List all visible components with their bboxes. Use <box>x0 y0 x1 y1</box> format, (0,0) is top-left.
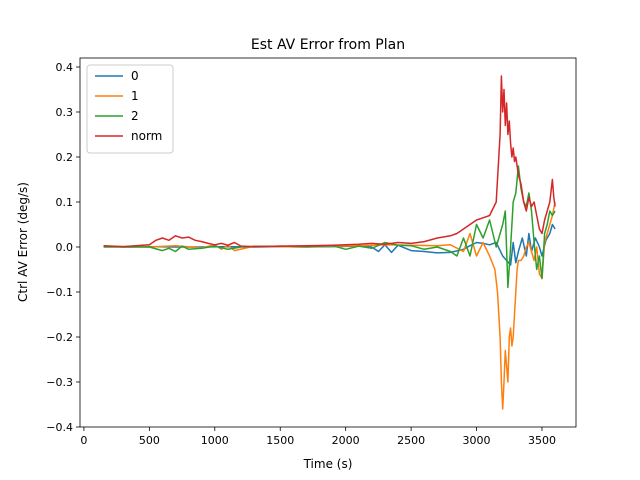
x-tick-label: 0 <box>80 434 87 447</box>
y-tick-label: 0.3 <box>56 106 74 119</box>
plot-frame <box>79 57 577 428</box>
series-line-2 <box>103 165 556 289</box>
y-axis-label: Ctrl AV Error (deg/s) <box>16 182 30 302</box>
y-tick-label: 0.1 <box>56 196 74 209</box>
y-axis: −0.4 −0.3 −0.2 −0.1 0.0 0.1 0.2 0.3 0.4 <box>46 61 80 434</box>
series-layer <box>103 75 556 410</box>
x-tick-label: 3500 <box>528 434 556 447</box>
x-tick-label: 1500 <box>266 434 294 447</box>
y-tick-label: −0.4 <box>46 421 73 434</box>
legend-label: 2 <box>131 109 139 123</box>
plot-area <box>79 57 577 428</box>
y-tick-label: 0.0 <box>56 241 74 254</box>
y-tick-label: −0.2 <box>46 331 73 344</box>
legend-box <box>86 64 174 154</box>
x-tick-label: 1000 <box>201 434 229 447</box>
y-tick-label: 0.4 <box>56 61 74 74</box>
x-tick-label: 2500 <box>397 434 425 447</box>
legend-label: norm <box>131 129 162 143</box>
x-axis: 0 500 1000 1500 2000 2500 3000 3500 <box>80 427 556 447</box>
y-tick-label: 0.2 <box>56 151 74 164</box>
y-tick-label: −0.1 <box>46 286 73 299</box>
x-tick-label: 500 <box>139 434 160 447</box>
legend: 0 1 2 norm <box>86 64 174 154</box>
chart-title: Est AV Error from Plan <box>251 37 405 53</box>
legend-label: 0 <box>131 69 139 83</box>
series-line-1 <box>103 201 556 410</box>
x-axis-label: Time (s) <box>303 457 353 471</box>
series-line-norm <box>103 75 556 248</box>
x-tick-label: 3000 <box>463 434 491 447</box>
y-tick-label: −0.3 <box>46 376 73 389</box>
legend-label: 1 <box>131 89 139 103</box>
x-tick-label: 2000 <box>332 434 360 447</box>
